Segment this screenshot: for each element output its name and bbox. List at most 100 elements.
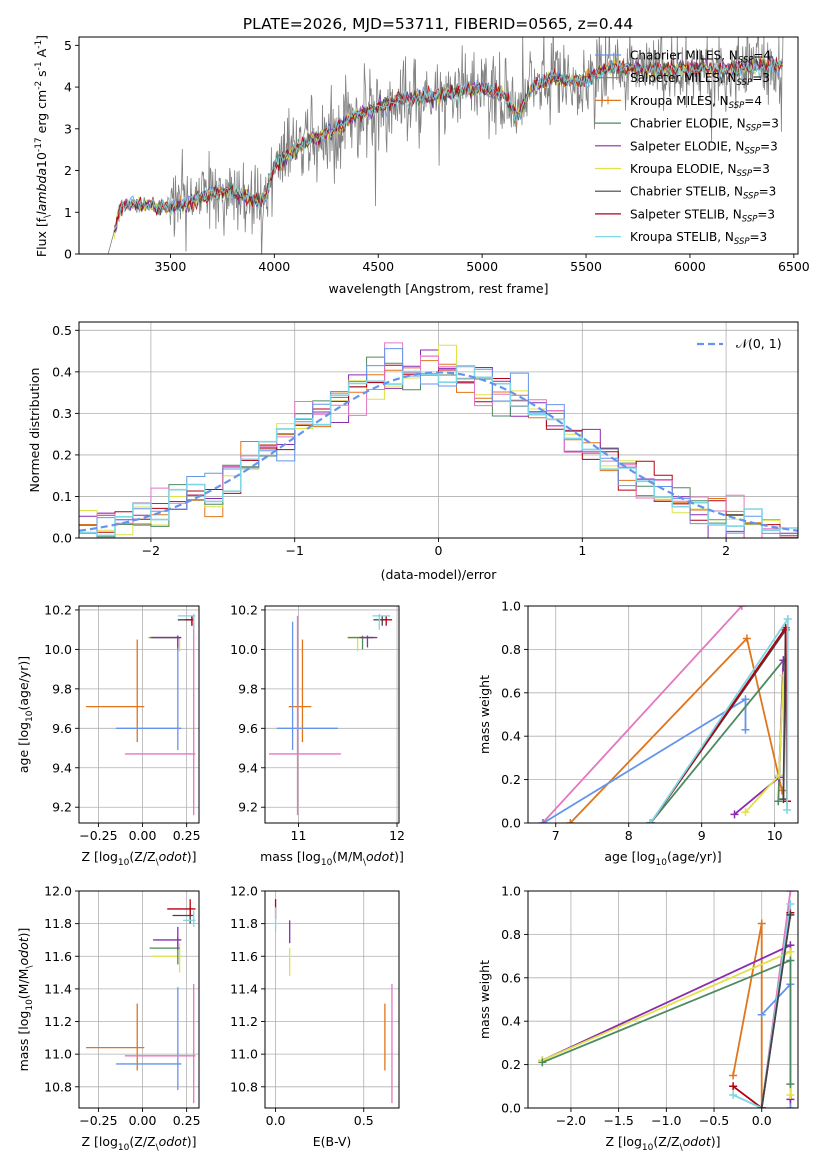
- residuals-ytick-label: 0.5: [52, 323, 72, 338]
- mass_vs_Z-ylabel: mass [log10(M/M\odot)]: [16, 928, 35, 1072]
- mass_vs_Z-ytick-label: 12.0: [44, 884, 72, 899]
- weight-line-pink: [541, 606, 743, 823]
- weight_vs_Z-ytick-label: 1.0: [501, 884, 521, 899]
- age_vs_Z-ylabel: age [log10(age/yr)]: [16, 656, 35, 773]
- weight-point-chabrier-miles: [786, 1104, 795, 1108]
- age_vs_Z-xtick-label: 0.25: [173, 828, 201, 843]
- weight_vs_Z-frame: [527, 890, 799, 1109]
- weight-point-kroupa-miles: [742, 634, 751, 643]
- age_vs_mass-ytick-label: 9.8: [238, 681, 258, 696]
- mass_vs_ebv-frame: [264, 890, 400, 1109]
- age_vs_Z-ytick-label: 10.0: [44, 642, 72, 657]
- mass_vs_Z-ytick-label: 10.8: [44, 1079, 72, 1094]
- weight_vs_Z-xtick-label: 0.0: [752, 1113, 772, 1128]
- mass_vs_ebv-ytick-label: 11.8: [230, 916, 258, 931]
- weight-point-chabrier-miles: [539, 819, 548, 823]
- weight-point-kroupa-miles: [729, 1071, 738, 1080]
- legend-entry-chabrier-elodie: Chabrier ELODIE, NSSP=3: [630, 117, 779, 134]
- weight_vs_age-xlabel: age [log10(age/yr)]: [604, 849, 721, 868]
- weight_vs_Z-ylabel: mass weight: [477, 960, 492, 1039]
- weight_vs_Z-xtick-label: −1.0: [651, 1113, 681, 1128]
- weight_vs_age-ytick-label: 0.8: [501, 642, 521, 657]
- spectrum-model-kroupa-stelib: [113, 57, 784, 231]
- spectrum-ylabel: Flux [f\lambda10-17 erg cm-2 s-1 A-1]: [34, 35, 53, 257]
- residuals-xtick-label: 2: [722, 543, 730, 558]
- weight-point-pink: [737, 606, 746, 610]
- age_vs_mass-ytick-label: 9.6: [238, 721, 258, 736]
- weight-point-kroupa-elodie: [786, 947, 795, 956]
- mass_vs_Z-xtick-label: −0.25: [79, 1113, 117, 1128]
- mass_vs_Z-ytick-label: 11.0: [44, 1047, 72, 1062]
- weight_vs_Z-ytick-label: 0.2: [501, 1057, 521, 1072]
- age_vs_Z-plot-area: [86, 613, 196, 816]
- spectrum-ytick-label: 3: [64, 121, 72, 136]
- spectrum-xlabel: wavelength [Angstrom, rest frame]: [328, 281, 548, 296]
- figure-title: PLATE=2026, MJD=53711, FIBERID=0565, z=0…: [243, 15, 633, 33]
- normal-curve: [79, 371, 798, 532]
- spectrum-xtick-label: 5500: [570, 259, 602, 274]
- legend-entry-kroupa-stelib: Kroupa STELIB, NSSP=3: [630, 230, 767, 247]
- weight_vs_age-ytick-label: 0.0: [501, 816, 521, 831]
- age_vs_Z-ytick-label: 9.8: [52, 681, 72, 696]
- residuals-ytick-label: 0.3: [52, 406, 72, 421]
- weight_vs_age-xtick-label: 9: [698, 828, 706, 843]
- weight-point-chabrier-elodie: [774, 797, 783, 806]
- legend-entry-salpeter-stelib: Salpeter STELIB, NSSP=3: [630, 207, 775, 224]
- spectrum-frame: [78, 36, 799, 255]
- age_vs_mass-ytick-label: 10.2: [230, 602, 258, 617]
- weight-point-kroupa-stelib: [786, 900, 795, 909]
- spectrum-model-salpeter-stelib: [113, 57, 783, 233]
- weight-line-chabrier-stelib: [760, 914, 792, 1108]
- weight_vs_age-frame: [527, 605, 799, 824]
- weight-point-salpeter-elodie: [730, 810, 739, 819]
- mass_vs_Z-ytick-label: 11.6: [44, 949, 72, 964]
- residuals-ytick-label: 0.1: [52, 489, 72, 504]
- weight_vs_age-xtick-label: 7: [552, 828, 560, 843]
- spectrum-ytick-label: 5: [64, 38, 72, 53]
- mass_vs_Z-ytick-label: 11.4: [44, 981, 72, 996]
- age_vs_Z-ytick-label: 9.4: [52, 760, 72, 775]
- residuals-xlabel: (data-model)/error: [381, 567, 498, 582]
- weight_vs_Z-plot-area: [538, 891, 795, 1108]
- spectrum-xtick-label: 5000: [466, 259, 498, 274]
- weight_vs_Z-ytick-label: 0.8: [501, 927, 521, 942]
- weight_vs_Z-xtick-label: −0.5: [699, 1113, 729, 1128]
- weight-point-chabrier-miles: [741, 695, 750, 704]
- weight-point-kroupa-elodie: [741, 808, 750, 817]
- legend-entry-chabrier-stelib: Chabrier STELIB, NSSP=3: [630, 185, 776, 202]
- weight-point-chabrier-elodie: [538, 1058, 547, 1067]
- mass_vs_ebv-ytick-label: 11.4: [230, 981, 258, 996]
- legend-entry-chabrier-miles: Chabrier MILES, NSSP=4: [630, 49, 771, 66]
- mass_vs_ebv-ytick-label: 10.8: [230, 1079, 258, 1094]
- spectrum-ytick-label: 0: [64, 247, 72, 262]
- weight-point-chabrier-elodie: [786, 1080, 795, 1089]
- age_vs_Z-ytick-label: 9.2: [52, 800, 72, 815]
- spectrum-ytick-label: 1: [64, 205, 72, 220]
- spectrum-ytick-label: 2: [64, 163, 72, 178]
- weight_vs_Z-xtick-label: −2.0: [556, 1113, 586, 1128]
- spectrum-ytick-label: 4: [64, 80, 72, 95]
- mass_vs_ebv-ytick-label: 12.0: [230, 884, 258, 899]
- age_vs_Z-xtick-label: −0.25: [79, 828, 117, 843]
- residuals-xtick-label: −1: [285, 543, 303, 558]
- weight-point-chabrier-stelib: [786, 910, 795, 919]
- age_vs_mass-plot-area: [268, 613, 393, 816]
- mass_vs_Z-xlabel: Z [log10(Z/Z\odot)]: [81, 1134, 196, 1153]
- residuals-ytick-label: 0.4: [52, 364, 72, 379]
- weight-point-kroupa-stelib: [646, 819, 655, 823]
- age_vs_mass-frame: [264, 605, 400, 824]
- weight-point-kroupa-miles: [757, 919, 766, 928]
- mass_vs_Z-ytick-label: 11.2: [44, 1014, 72, 1029]
- weight-point-chabrier-elodie: [786, 956, 795, 965]
- mass_vs_ebv-ytick-label: 11.6: [230, 949, 258, 964]
- weight_vs_age-ytick-label: 0.6: [501, 685, 521, 700]
- weight_vs_age-ytick-label: 1.0: [501, 599, 521, 614]
- spectrum-xtick-label: 4500: [362, 259, 394, 274]
- weight_vs_Z-ytick-label: 0.6: [501, 970, 521, 985]
- age_vs_Z-xtick-label: 0.00: [129, 828, 157, 843]
- weight-point-kroupa-miles: [566, 819, 575, 823]
- mass_vs_Z-xtick-label: 0.25: [173, 1113, 201, 1128]
- age_vs_Z-ytick-label: 9.6: [52, 721, 72, 736]
- weight-point-kroupa-elodie: [786, 1090, 795, 1099]
- weight_vs_Z-ytick-label: 0.0: [501, 1101, 521, 1116]
